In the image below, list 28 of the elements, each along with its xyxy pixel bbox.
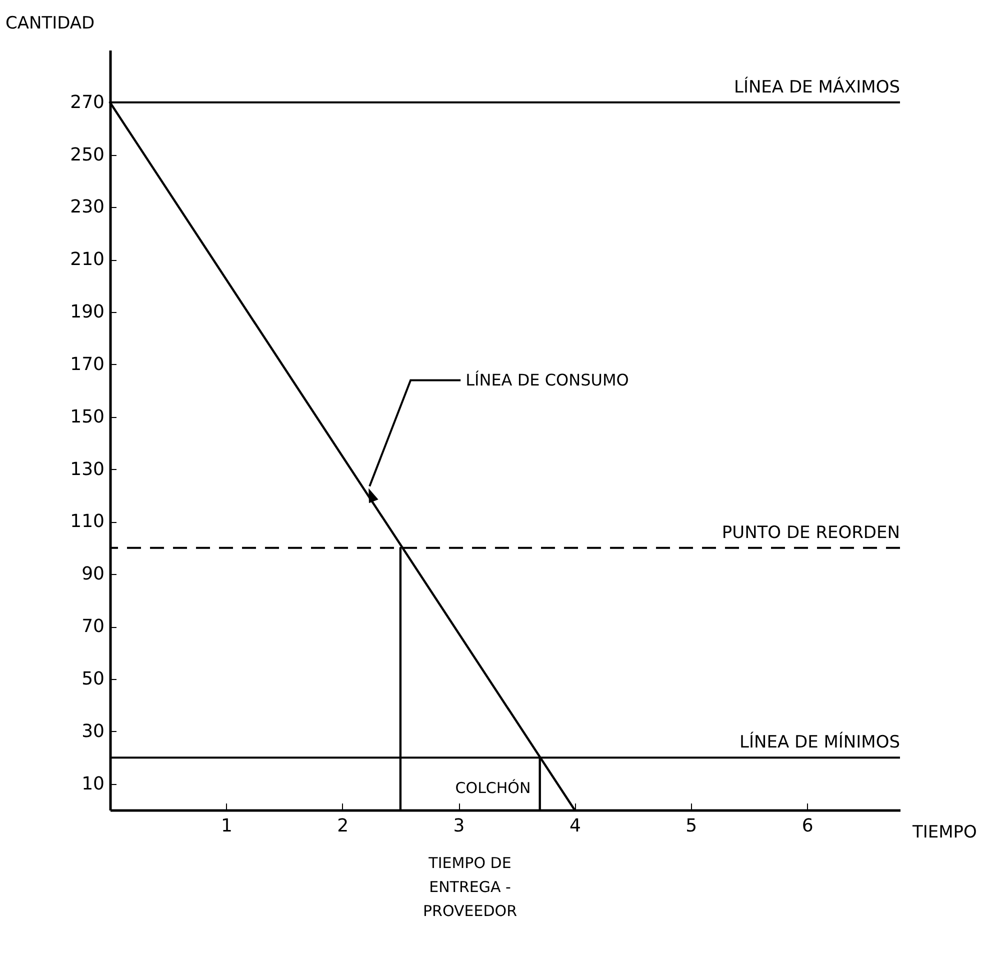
annotation: COLCHÓN bbox=[455, 779, 531, 797]
y-tick-label: 30 bbox=[82, 720, 104, 742]
y-tick-label: 170 bbox=[70, 354, 104, 375]
y-tick-label: 10 bbox=[82, 773, 104, 794]
x-tick-label: 1 bbox=[220, 816, 232, 836]
x-tick-label: 3 bbox=[453, 816, 465, 836]
annotation: LÍNEA DE CONSUMO bbox=[466, 370, 629, 390]
y-tick-label: 50 bbox=[82, 668, 104, 690]
ref-line-label: LÍNEA DE MÁXIMOS bbox=[734, 76, 900, 98]
y-tick-label: 110 bbox=[70, 511, 104, 532]
y-axis-title: CANTIDAD bbox=[6, 14, 95, 34]
y-tick-label: 270 bbox=[70, 92, 104, 113]
x-tick-label: 6 bbox=[802, 816, 814, 836]
x-tick-label: 5 bbox=[686, 816, 698, 836]
y-tick-label: 90 bbox=[82, 564, 104, 585]
ref-line-label: PUNTO DE REORDEN bbox=[722, 522, 900, 543]
ref-line-label: LÍNEA DE MÍNIMOS bbox=[740, 732, 900, 753]
x-axis-title: TIEMPO bbox=[912, 822, 977, 842]
y-tick-label: 210 bbox=[70, 249, 104, 270]
x-tick-label: 2 bbox=[337, 816, 349, 836]
y-tick-label: 190 bbox=[70, 302, 104, 323]
y-tick-label: 150 bbox=[70, 406, 104, 428]
y-tick-label: 70 bbox=[82, 616, 104, 638]
text: TIEMPO DE ENTREGA - PROVEEDOR bbox=[422, 854, 518, 920]
y-tick-label: 250 bbox=[70, 144, 104, 166]
x-tick-label: 4 bbox=[569, 816, 581, 836]
y-tick-label: 230 bbox=[70, 196, 104, 218]
y-tick-label: 130 bbox=[70, 458, 104, 480]
